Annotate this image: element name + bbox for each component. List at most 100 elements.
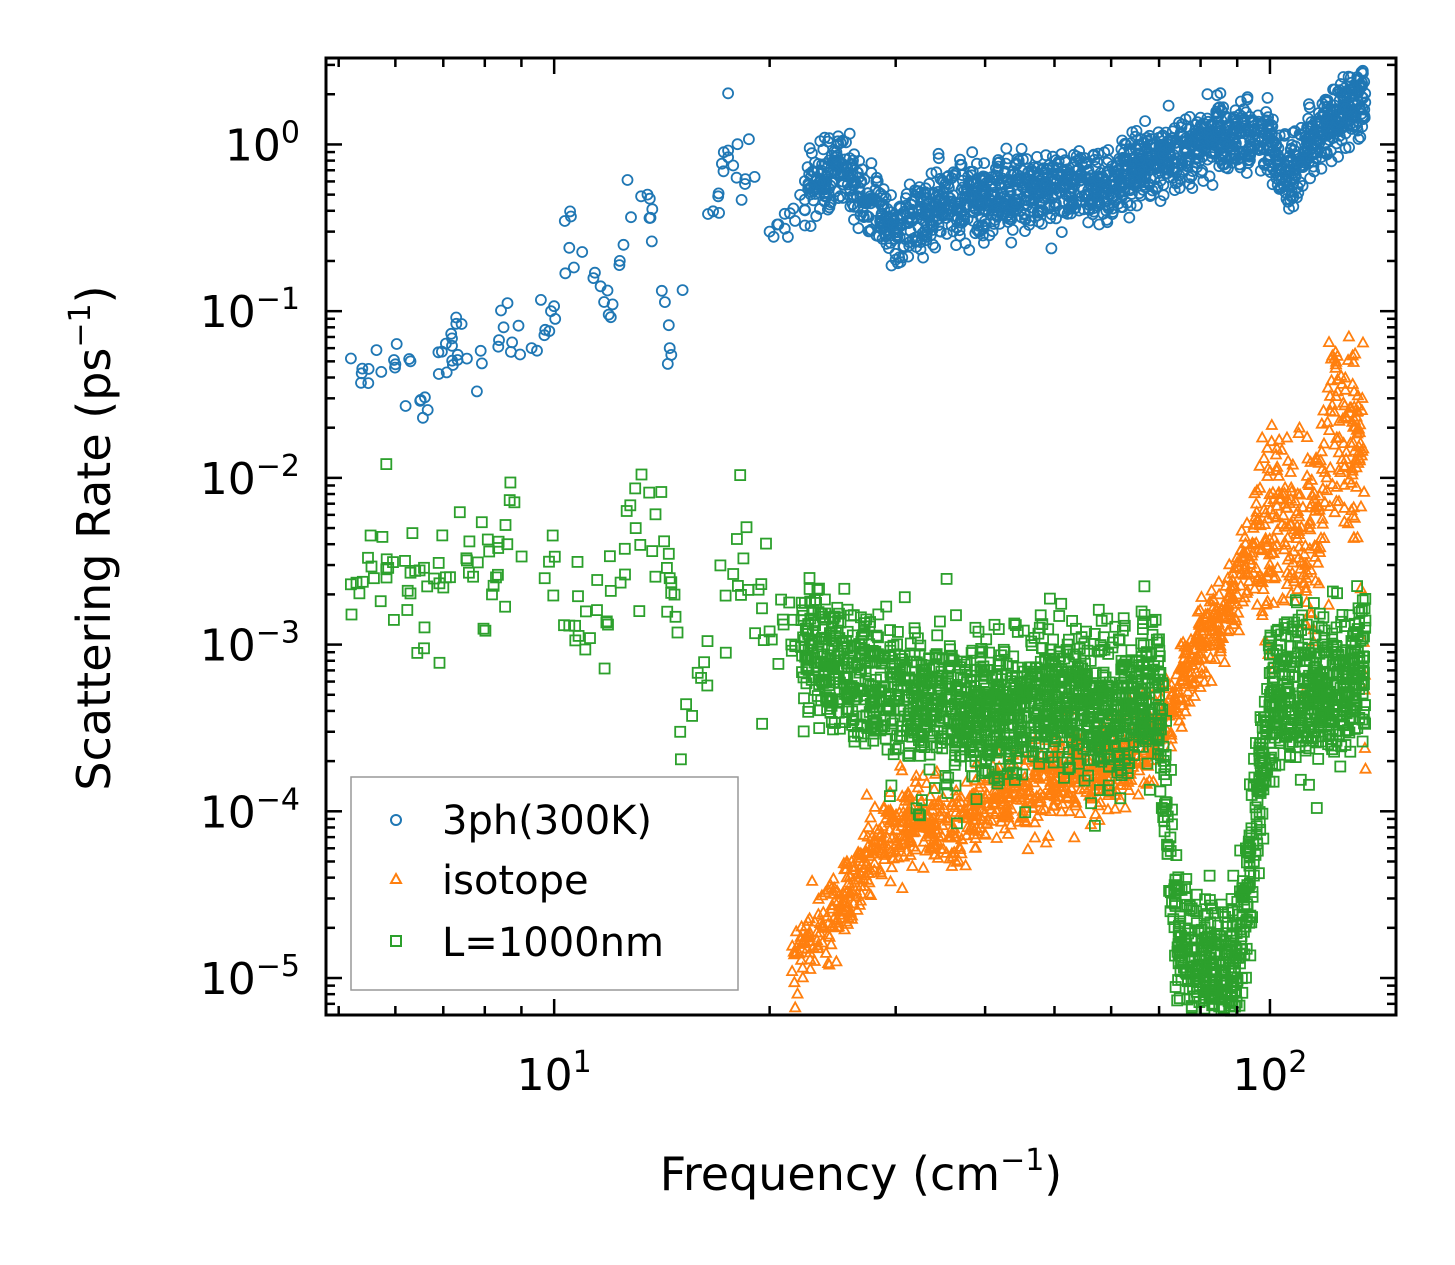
scatter-point xyxy=(1181,684,1195,697)
scatter-point xyxy=(1028,763,1042,776)
scatter-point xyxy=(1342,472,1356,485)
scatter-point xyxy=(1212,587,1226,600)
scatter-point xyxy=(1052,790,1066,802)
scatter-point xyxy=(450,311,463,324)
scatter-point xyxy=(1337,501,1351,513)
scatter-point xyxy=(1253,458,1267,471)
scatter-point xyxy=(1196,626,1210,639)
scatter-point xyxy=(1352,133,1365,145)
scatter-point xyxy=(1073,806,1087,818)
scatter-point xyxy=(843,869,857,882)
scatter-point xyxy=(900,808,914,821)
scatter-point xyxy=(1110,772,1124,785)
scatter-point xyxy=(954,794,968,807)
scatter-point xyxy=(1213,638,1227,651)
scatter-point xyxy=(867,863,881,875)
scatter-point xyxy=(917,834,931,847)
scatter-point xyxy=(1317,436,1331,449)
scatter-point xyxy=(506,336,518,349)
scatter-point xyxy=(900,829,914,841)
scatter-point xyxy=(974,809,988,822)
scatter-point xyxy=(1242,574,1256,587)
scatter-point xyxy=(932,152,945,165)
scatter-point xyxy=(1267,571,1281,584)
scatter-point xyxy=(1220,624,1235,637)
scatter-point xyxy=(1271,561,1285,573)
scatter-point xyxy=(841,910,855,923)
scatter-point xyxy=(446,339,458,352)
scatter-point xyxy=(1341,516,1355,529)
scatter-point xyxy=(1313,545,1327,557)
scatter-point xyxy=(1321,380,1335,393)
scatter-point xyxy=(1154,195,1167,208)
scatter-point xyxy=(1172,690,1186,703)
scatter-point xyxy=(830,884,844,896)
scatter-point xyxy=(1044,804,1058,816)
scatter-point xyxy=(1287,574,1301,587)
scatter-point xyxy=(825,898,839,910)
scatter-point xyxy=(1328,437,1342,450)
scatter-point xyxy=(1320,415,1335,428)
scatter-point xyxy=(1005,236,1018,249)
scatter-point xyxy=(877,848,892,860)
scatter-point xyxy=(1318,495,1332,508)
scatter-point xyxy=(1291,582,1305,594)
scatter-point xyxy=(1165,698,1179,711)
scatter-point xyxy=(925,167,938,180)
scatter-point xyxy=(1250,597,1264,610)
scatter-point xyxy=(1272,432,1286,445)
scatter-point xyxy=(850,903,864,915)
scatter-point xyxy=(1245,537,1259,550)
scatter-point xyxy=(743,133,755,146)
scatter-point xyxy=(625,211,637,224)
scatter-point xyxy=(840,884,854,896)
scatter-point xyxy=(787,944,801,957)
scatter-point xyxy=(1199,619,1213,632)
scatter-point xyxy=(474,344,487,357)
scatter-point xyxy=(525,342,538,355)
scatter-point xyxy=(1287,571,1301,584)
scatter-point xyxy=(883,874,898,887)
scatter-point xyxy=(1323,389,1337,401)
scatter-point xyxy=(1258,535,1272,547)
scatter-point xyxy=(879,804,894,817)
scatter-point xyxy=(1140,776,1154,789)
scatter-point xyxy=(968,841,982,853)
scatter-point xyxy=(1329,344,1343,357)
scatter-point xyxy=(1228,610,1242,623)
scatter-point xyxy=(821,927,835,940)
scatter-point xyxy=(1255,541,1269,554)
scatter-point xyxy=(799,918,813,931)
scatter-point xyxy=(945,795,960,807)
scatter-point xyxy=(470,385,483,398)
scatter-point xyxy=(874,834,888,846)
scatter-point xyxy=(1336,395,1350,408)
scatter-point xyxy=(845,911,859,924)
scatter-point xyxy=(807,194,820,207)
scatter-point xyxy=(963,244,976,256)
scatter-point xyxy=(1184,632,1198,645)
scatter-point xyxy=(1325,477,1339,490)
scatter-point xyxy=(1262,547,1276,560)
scatter-point xyxy=(941,810,955,823)
scatter-point xyxy=(1328,505,1342,518)
scatter-point xyxy=(1260,594,1275,607)
scatter-point xyxy=(864,888,878,900)
scatter-point xyxy=(929,241,941,254)
scatter-point xyxy=(837,862,852,875)
scatter-point xyxy=(1332,494,1346,507)
scatter-point xyxy=(990,804,1004,817)
scatter-point xyxy=(1284,480,1298,493)
scatter-point xyxy=(861,866,875,878)
scatter-point xyxy=(727,159,740,172)
scatter-point xyxy=(1218,604,1232,617)
scatter-point xyxy=(1021,752,1035,765)
scatter-point xyxy=(843,904,858,917)
scatter-point xyxy=(957,805,971,817)
scatter-point xyxy=(998,821,1012,834)
scatter-point xyxy=(445,327,458,340)
scatter-point xyxy=(1260,469,1275,481)
scatter-point xyxy=(1346,377,1360,389)
scatter-point xyxy=(1212,574,1226,587)
scatter-point xyxy=(1265,545,1279,558)
